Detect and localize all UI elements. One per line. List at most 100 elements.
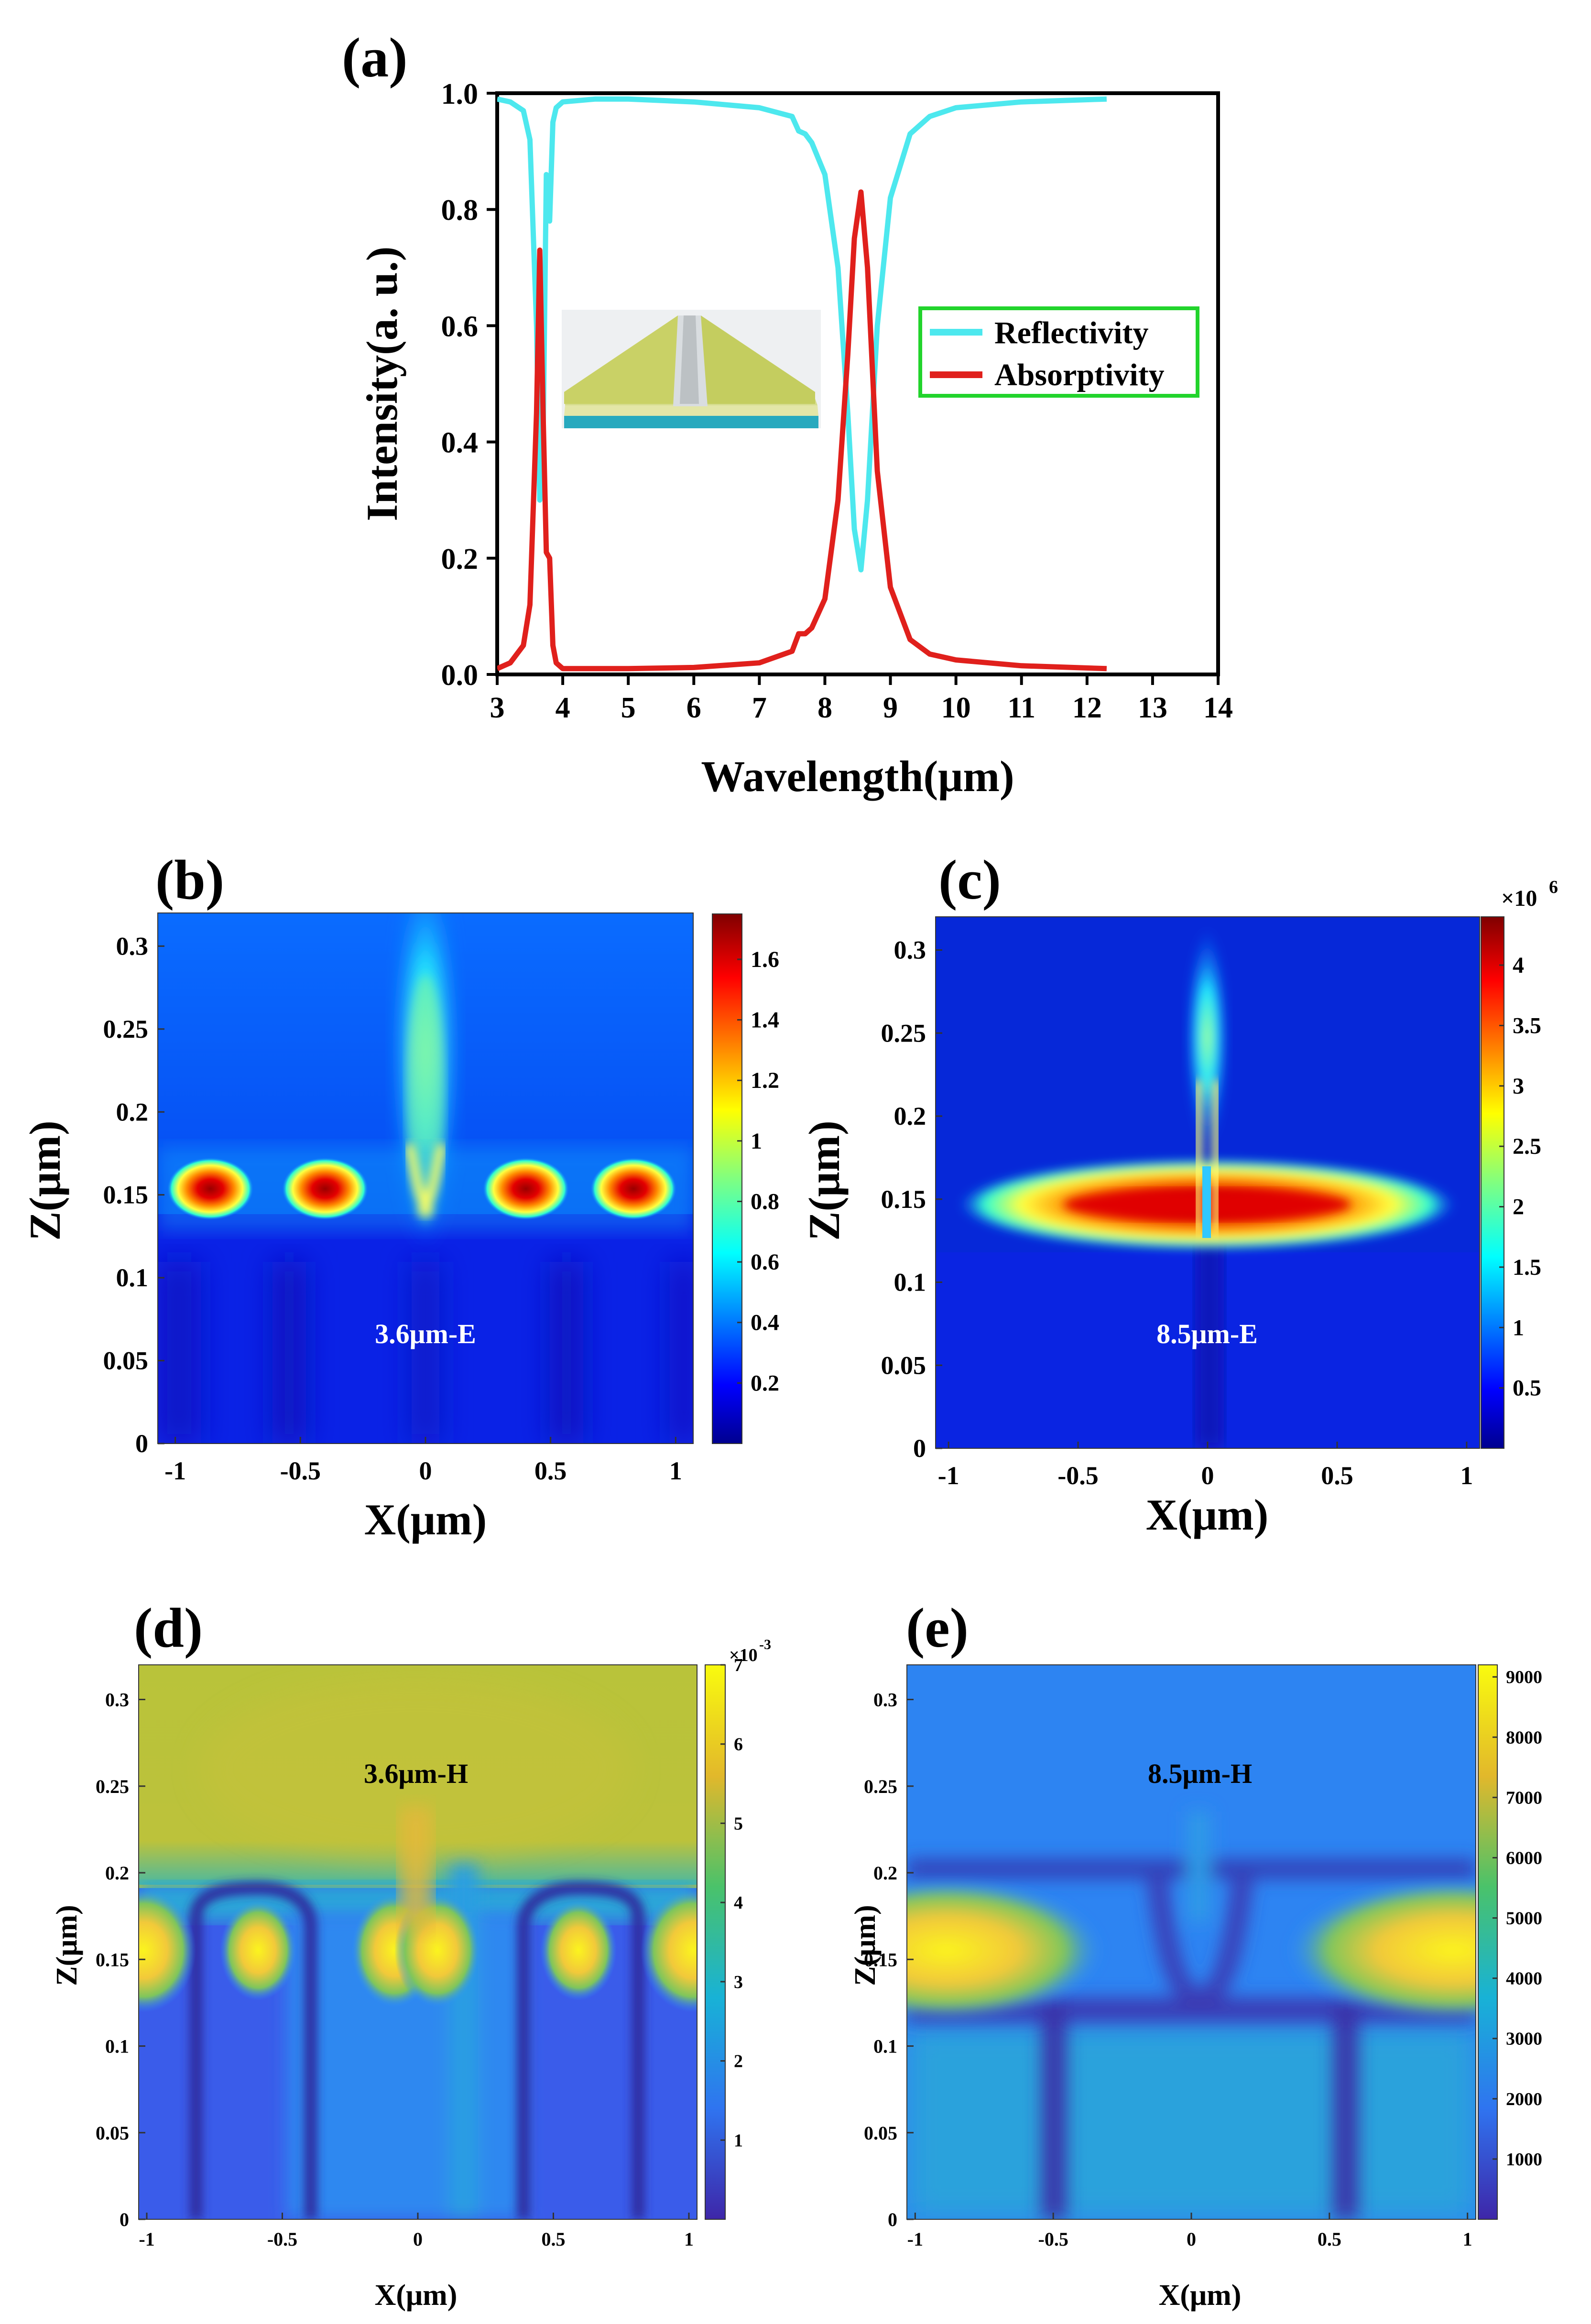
- series-line-reflectivity: [497, 96, 1107, 573]
- axes-b: -1 -0.5 0 0.5 1 0 0.05 0.1 0.15 0.2 0.25 0.3 0.2 0.4 0…: [103, 932, 780, 1485]
- panel-label-a: (a): [342, 26, 408, 89]
- panel-b: (b) 3.6μm-E -1 -0.5 0 0.5 1 0 0.05 0.1 0.15 0.2 0.…: [21, 848, 779, 1544]
- y-axis-label-d: Z(μm): [51, 1905, 83, 1986]
- colorbar-tick-label: 3.5: [1513, 1013, 1541, 1038]
- annotation-e: 8.5μm-H: [1148, 1758, 1252, 1789]
- panel-label-c: (c): [938, 848, 1001, 911]
- colorbar-c: [1481, 916, 1504, 1449]
- y-tick-label: 0.8: [441, 194, 479, 227]
- colorbar-tick-label: 1000: [1506, 2150, 1542, 2170]
- y-tick-label: 0.2: [105, 1862, 129, 1884]
- field-map-c: 8.5μm-E: [936, 917, 1480, 1448]
- x-tick-label: 1: [1460, 1461, 1473, 1490]
- x-axis-label-e: X(μm): [1159, 2279, 1242, 2312]
- panel-label-e: (e): [906, 1596, 969, 1659]
- field-map-b: 3.6μm-E: [158, 913, 693, 1444]
- annotation-d: 3.6μm-H: [364, 1758, 468, 1789]
- colorbar-tick-label: 1.6: [751, 947, 779, 972]
- axes-d: -1 -0.5 0 0.5 1 0 0.05 0.1 0.15 0.2 0.25 0.3 1 2 3 4 5 6 7: [96, 1655, 743, 2250]
- y-tick-label: 0.6: [441, 310, 479, 343]
- y-tick-label: 0.1: [894, 1268, 926, 1297]
- field-map-d: 3.6μm-H: [139, 1665, 697, 2219]
- colorbar-tick-label: 5000: [1506, 1909, 1542, 1929]
- y-tick-label: 0.3: [105, 1689, 129, 1711]
- y-tick-label: 0.05: [103, 1347, 149, 1375]
- axes-c: -1 -0.5 0 0.5 1 0 0.05 0.1 0.15 0.2 0.25 0.3 0.5 1 1.5…: [881, 936, 1542, 1490]
- x-tick-label: -0.5: [267, 2228, 297, 2250]
- x-tick-label: -0.5: [1038, 2228, 1068, 2250]
- colorbar-multiplier-d: ×10: [729, 1645, 758, 1665]
- colorbar-b: [712, 913, 742, 1444]
- y-axis-label-a: Intensity(a. u.): [358, 246, 406, 521]
- x-tick-label: 1: [669, 1456, 682, 1485]
- field-map-e: 8.5μm-H: [907, 1665, 1476, 2219]
- axes-e: -1 -0.5 0 0.5 1 0 0.05 0.1 0.15 0.2 0.25 0.3 1000 200…: [864, 1667, 1542, 2250]
- legend-label-reflectivity: Reflectivity: [994, 315, 1149, 350]
- colorbar-exponent-d: -3: [759, 1637, 771, 1652]
- colorbar-tick-label: 4000: [1506, 1969, 1542, 1989]
- y-tick-label: 0.1: [116, 1263, 149, 1292]
- colorbar-tick-label: 9000: [1506, 1667, 1542, 1687]
- y-tick-label: 0.2: [894, 1102, 926, 1130]
- colorbar-exponent-c: 6: [1549, 877, 1558, 897]
- x-tick-label: 6: [687, 692, 701, 724]
- x-tick-label: 0: [413, 2228, 423, 2250]
- y-tick-label: 0.3: [116, 932, 149, 960]
- colorbar-tick-label: 6000: [1506, 1848, 1542, 1868]
- annotation-c: 8.5μm-E: [1156, 1318, 1258, 1349]
- colorbar-tick-label: 3: [1513, 1074, 1524, 1099]
- x-axis-label-b: X(μm): [364, 1495, 487, 1544]
- y-tick-label: 0.2: [116, 1097, 149, 1126]
- colorbar-tick-label: 6: [734, 1735, 743, 1755]
- x-tick-label: -0.5: [280, 1456, 321, 1485]
- colorbar-tick-label: 2: [1513, 1195, 1524, 1220]
- y-tick-label: 0: [135, 1429, 148, 1458]
- x-tick-label: -0.5: [1057, 1461, 1098, 1490]
- x-tick-label: 10: [941, 692, 971, 724]
- colorbar-tick-label: 1.2: [751, 1068, 779, 1093]
- y-tick-label: 0.15: [864, 1949, 897, 1970]
- x-tick-label: -1: [139, 2228, 154, 2250]
- legend-box: [918, 306, 1199, 398]
- x-tick-label: 1: [1463, 2228, 1472, 2250]
- y-tick-label: 0.25: [881, 1019, 926, 1047]
- x-tick-label: 11: [1007, 692, 1035, 724]
- x-tick-label: 4: [556, 692, 570, 724]
- x-tick-label: 0.5: [541, 2228, 565, 2250]
- x-tick-label: -1: [164, 1456, 186, 1485]
- y-tick-label: 1.0: [441, 78, 479, 110]
- colorbar-tick-label: 3000: [1506, 2029, 1542, 2049]
- y-tick-label: 0.15: [96, 1949, 129, 1970]
- x-tick-label: 0.5: [534, 1456, 567, 1485]
- colorbar-tick-label: 4: [1513, 953, 1524, 978]
- panel-a: (a) 3 4 5 6 7 8 9 10 11 12 13 140.00.20.40.60.81.0 …: [342, 26, 1233, 801]
- x-tick-label: 12: [1072, 692, 1102, 724]
- x-tick-label: 0.5: [1318, 2228, 1341, 2250]
- panel-label-b: (b): [155, 848, 224, 911]
- colorbar-e: [1478, 1664, 1498, 2220]
- colorbar-tick-label: 2000: [1506, 2089, 1542, 2109]
- legend-label-absorptivity: Absorptivity: [994, 358, 1165, 392]
- colorbar-tick-label: 1.4: [751, 1008, 779, 1033]
- plot-area-a: [497, 96, 1107, 672]
- colorbar-tick-label: 2.5: [1513, 1134, 1541, 1159]
- y-tick-label: 0.15: [881, 1185, 926, 1214]
- y-tick-label: 0: [913, 1434, 926, 1463]
- x-tick-label: 9: [883, 692, 898, 724]
- y-tick-label: 0.0: [441, 659, 479, 692]
- x-tick-label: 7: [752, 692, 767, 724]
- x-axis-label-d: X(μm): [375, 2279, 458, 2312]
- colorbar-tick-label: 1.5: [1513, 1255, 1541, 1280]
- colorbar-tick-label: 7: [734, 1655, 743, 1675]
- y-tick-label: 0.05: [881, 1351, 926, 1379]
- x-axis-label-a: Wavelength(μm): [701, 752, 1014, 801]
- colorbar-tick-label: 0.8: [751, 1189, 779, 1214]
- y-tick-label: 0.25: [864, 1776, 897, 1797]
- y-tick-label: 0.1: [873, 2036, 897, 2057]
- colorbar-tick-label: 0.2: [751, 1370, 779, 1396]
- y-tick-label: 0.1: [105, 2036, 129, 2057]
- y-tick-label: 0.2: [441, 543, 479, 576]
- colorbar-tick-label: 3: [734, 1972, 743, 1992]
- axes-a: 3 4 5 6 7 8 9 10 11 12 13 14 0.0 0.2 0.4 0.6 0.8 1.0: [441, 78, 1233, 724]
- y-axis-label-c: Z(μm): [800, 1120, 849, 1240]
